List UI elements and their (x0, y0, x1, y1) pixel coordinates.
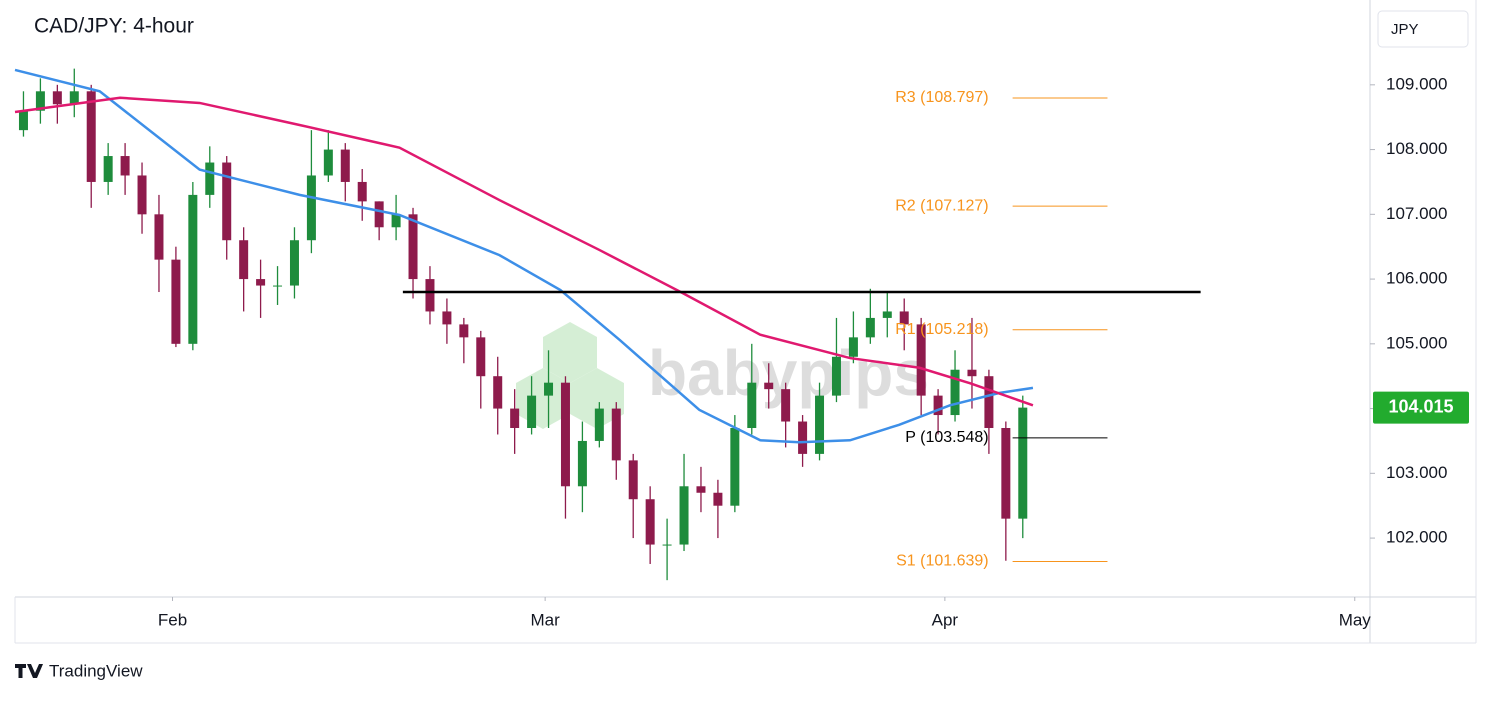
candle-body (35, 91, 45, 111)
x-tick-label: Mar (531, 610, 561, 629)
candle-body (984, 376, 994, 429)
pivot-label: S1 (101.639) (896, 553, 989, 570)
candle-body (933, 395, 943, 416)
candle-body (493, 376, 503, 409)
candle-body (527, 395, 537, 429)
candle-body (781, 389, 791, 422)
candle-body (831, 356, 841, 396)
candle-body (696, 486, 706, 493)
candle-body (52, 91, 62, 105)
candle-body (120, 156, 130, 176)
last-price-box (1373, 391, 1469, 424)
currency-button[interactable] (1377, 10, 1469, 48)
candle-body (205, 162, 215, 195)
chart-title: CAD/JPY: 4-hour (34, 15, 194, 38)
candle-body (899, 311, 909, 325)
candle-body (222, 162, 232, 241)
candle-body (459, 324, 469, 338)
candle-body (1018, 407, 1028, 519)
candle-body (86, 91, 96, 182)
moving-average (14, 68, 1034, 444)
y-tick-label: 103.000 (1386, 463, 1447, 482)
candle-body (306, 175, 316, 241)
plot: R3 (108.797) R2 (107.127) R1 (105.218) P (1… (14, 68, 1201, 581)
y-tick-label: 107.000 (1386, 204, 1447, 223)
candle-body (476, 337, 486, 377)
candle-body (69, 91, 79, 105)
candle-body (103, 156, 113, 182)
candle-body (645, 499, 655, 545)
candle-body (594, 408, 604, 441)
candle-body (967, 369, 977, 377)
currency-label: JPY (1391, 21, 1419, 38)
y-tick-label: 108.000 (1386, 139, 1447, 158)
candle-body (848, 337, 858, 357)
pivot-label: P (103.548) (905, 429, 988, 446)
candle-body (577, 440, 587, 487)
pivot-label: R2 (107.127) (895, 197, 988, 214)
moving-average (14, 96, 1034, 407)
candle-body (916, 324, 926, 396)
candle-body (544, 382, 554, 396)
candle-body (764, 382, 774, 390)
candle-body (374, 201, 384, 228)
y-tick-label: 106.000 (1386, 269, 1447, 288)
candle-body (713, 492, 723, 506)
candle-body (865, 317, 875, 338)
candle-body (273, 285, 283, 287)
x-tick-label: Feb (158, 610, 187, 629)
candle-body (679, 486, 689, 545)
x-tick-label: May (1339, 610, 1372, 629)
candle-body (323, 149, 333, 176)
candle-body (154, 214, 164, 260)
candle-body (239, 240, 249, 280)
candle-body (882, 311, 892, 318)
candle-body (611, 408, 621, 461)
candle-body (662, 544, 672, 546)
candle-body (188, 194, 198, 344)
candle-body (391, 214, 401, 228)
x-tick-label: Apr (932, 610, 959, 629)
candle-body (289, 240, 299, 286)
candle-body (747, 382, 757, 429)
candle-body (442, 311, 452, 325)
candle-body (256, 279, 266, 286)
candle-body (357, 181, 367, 202)
y-tick-label: 109.000 (1386, 74, 1447, 93)
candle-body (730, 428, 740, 506)
pivot-label: R3 (108.797) (895, 89, 988, 106)
y-tick-label: 102.000 (1386, 528, 1447, 547)
candle-body (815, 395, 825, 454)
candle-body (950, 369, 960, 416)
candle-body (510, 408, 520, 429)
pivot-label: R1 (105.218) (895, 321, 988, 338)
candle-body (408, 214, 418, 280)
candle-body (340, 149, 350, 182)
brand-logo: TradingView (15, 661, 143, 680)
brand-name: TradingView (49, 661, 143, 680)
candle-body (560, 382, 570, 487)
candle-body (798, 421, 808, 454)
candle-body (137, 175, 147, 215)
candle-body (425, 279, 435, 312)
y-tick-label: 105.000 (1386, 333, 1447, 352)
candle-body (628, 460, 638, 500)
candle-body (171, 259, 181, 344)
last-price-label: 104.015 (1388, 396, 1453, 416)
candle-body (1001, 428, 1011, 519)
candle-body (18, 110, 28, 131)
